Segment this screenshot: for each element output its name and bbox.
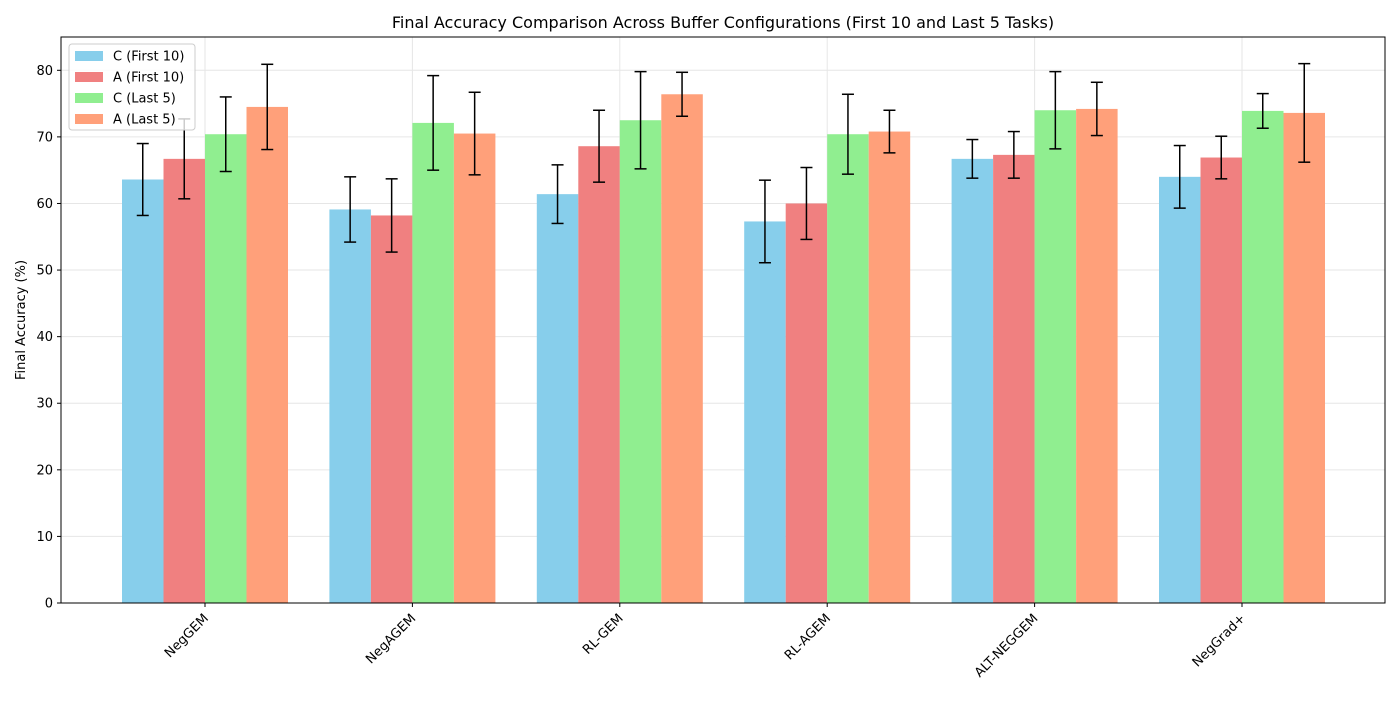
bar [412, 122, 454, 603]
y-tick-label: 70 [36, 130, 53, 145]
bar [993, 154, 1035, 603]
x-tick-label: RL-AGEM [782, 611, 834, 663]
y-tick-label: 0 [45, 597, 53, 612]
chart-title: Final Accuracy Comparison Across Buffer … [392, 13, 1054, 32]
bar [1034, 110, 1077, 603]
bar [329, 209, 371, 603]
legend-swatch [75, 72, 103, 82]
error-bars [136, 62, 1311, 264]
y-tick-label: 60 [36, 197, 53, 212]
bar [453, 133, 496, 603]
bar [163, 158, 205, 603]
y-axis-ticks: 0 10 20 30 40 50 60 70 80 [36, 64, 61, 612]
bar [868, 131, 911, 603]
bar [122, 179, 164, 603]
bar [578, 146, 620, 603]
x-tick-label: ALT-NEGGEM [972, 611, 1042, 681]
y-axis-label: Final Accuracy (%) [14, 260, 29, 380]
legend-swatch [75, 51, 103, 61]
x-axis-ticks: NegGEM NegAGEM RL-GEM RL-AGEM ALT-NEGGEM NegG… [162, 603, 1249, 681]
legend-box [68, 43, 196, 131]
bar [1200, 157, 1242, 603]
bar [1159, 176, 1201, 603]
y-tick-label: 40 [36, 330, 53, 345]
x-tick-label: NegGrad+ [1190, 611, 1249, 670]
bar [370, 215, 413, 603]
x-tick-label: NegGEM [162, 611, 212, 661]
legend-label: A (First 10) [113, 71, 184, 86]
bar [619, 120, 662, 603]
bar [205, 134, 247, 604]
bar [1076, 108, 1118, 604]
bar [744, 221, 786, 604]
legend-label: A (Last 5) [113, 113, 176, 128]
bar [951, 158, 994, 603]
bar [536, 194, 579, 603]
legend-label: C (Last 5) [113, 92, 176, 107]
bar [246, 106, 288, 603]
x-tick-label: NegAGEM [363, 611, 419, 667]
y-tick-label: 30 [36, 397, 53, 412]
bars [122, 94, 1325, 604]
legend-label: C (First 10) [113, 50, 184, 65]
bar [661, 94, 703, 604]
plot-frame [60, 36, 1386, 604]
y-tick-label: 10 [36, 530, 53, 545]
legend: C (First 10) A (First 10) C (Last 5) A (Las… [68, 43, 196, 131]
legend-swatch [75, 93, 103, 103]
x-tick-label: RL-GEM [580, 611, 626, 657]
bar [1283, 112, 1325, 604]
y-tick-label: 80 [36, 64, 53, 79]
bar [785, 203, 828, 603]
y-tick-label: 50 [36, 264, 53, 279]
legend-swatch [75, 114, 103, 124]
bar [827, 134, 869, 604]
y-tick-label: 20 [36, 463, 53, 478]
bar [1242, 110, 1284, 604]
